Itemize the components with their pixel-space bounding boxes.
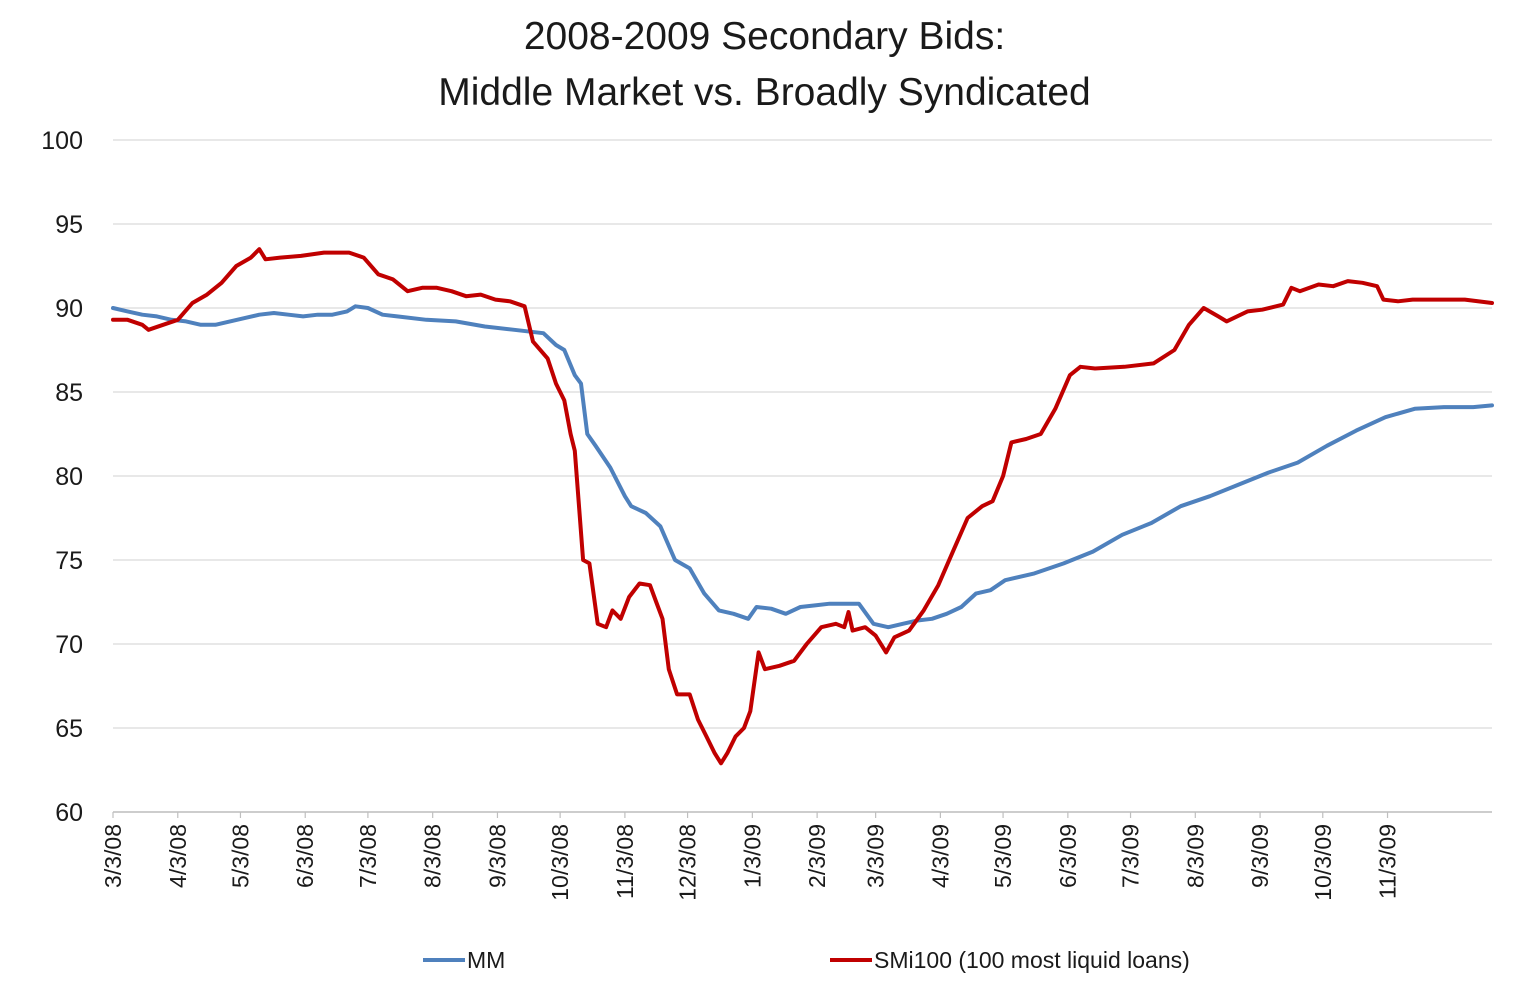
x-tick-label: 11/3/08 [612,824,638,899]
y-tick-label: 95 [55,211,83,239]
x-tick-label: 7/3/08 [355,824,381,888]
chart-title-line-2: Middle Market vs. Broadly Syndicated [438,71,1091,114]
gridlines [113,139,1492,813]
y-tick-label: 100 [41,127,83,155]
legend: MM SMi100 (100 most liquid loans) [423,947,1190,973]
x-tick-label: 4/3/09 [927,824,953,888]
legend-label: MM [467,947,505,973]
x-tick-label: 8/3/08 [420,824,446,888]
x-tick-label: 1/3/09 [739,824,765,888]
y-tick-label: 90 [55,295,83,323]
y-axis-ticks: 100 95 90 85 80 75 70 65 60 [41,127,83,827]
x-tick-label: 6/3/08 [292,824,318,888]
x-tick-label: 4/3/08 [165,824,191,888]
y-tick-label: 75 [55,547,83,575]
chart-title-line-1: 2008-2009 Secondary Bids: [523,15,1006,58]
x-tick-label: 10/3/08 [547,824,573,901]
x-tick-label: 11/3/09 [1375,824,1401,899]
series-lines [111,247,1494,766]
x-tick-label: 5/3/08 [227,824,253,888]
x-tick-label: 2/3/09 [804,824,830,888]
x-tick-label: 7/3/09 [1118,824,1144,888]
x-axis: 3/3/08 4/3/08 5/3/08 6/3/08 7/3/08 8/3/08 9/3/… [100,811,1492,901]
legend-label: SMi100 (100 most liquid loans) [874,947,1190,973]
y-tick-label: 85 [55,379,83,407]
x-tick-label: 5/3/09 [990,824,1016,888]
x-tick-label: 3/3/09 [863,824,889,888]
y-tick-label: 80 [55,463,83,491]
x-tick-label: 3/3/08 [100,824,126,888]
x-tick-label: 9/3/08 [484,824,510,888]
series-line-mm [111,304,1494,630]
x-tick-label: 12/3/08 [675,824,701,901]
y-tick-label: 70 [55,631,83,659]
x-tick-label: 6/3/09 [1055,824,1081,888]
y-tick-label: 65 [55,715,83,743]
series-line-smi100 [111,247,1494,766]
x-tick-label: 9/3/09 [1247,824,1273,888]
x-tick-label: 8/3/09 [1182,824,1208,888]
x-tick-label: 10/3/09 [1310,824,1336,901]
y-tick-label: 60 [55,799,83,827]
